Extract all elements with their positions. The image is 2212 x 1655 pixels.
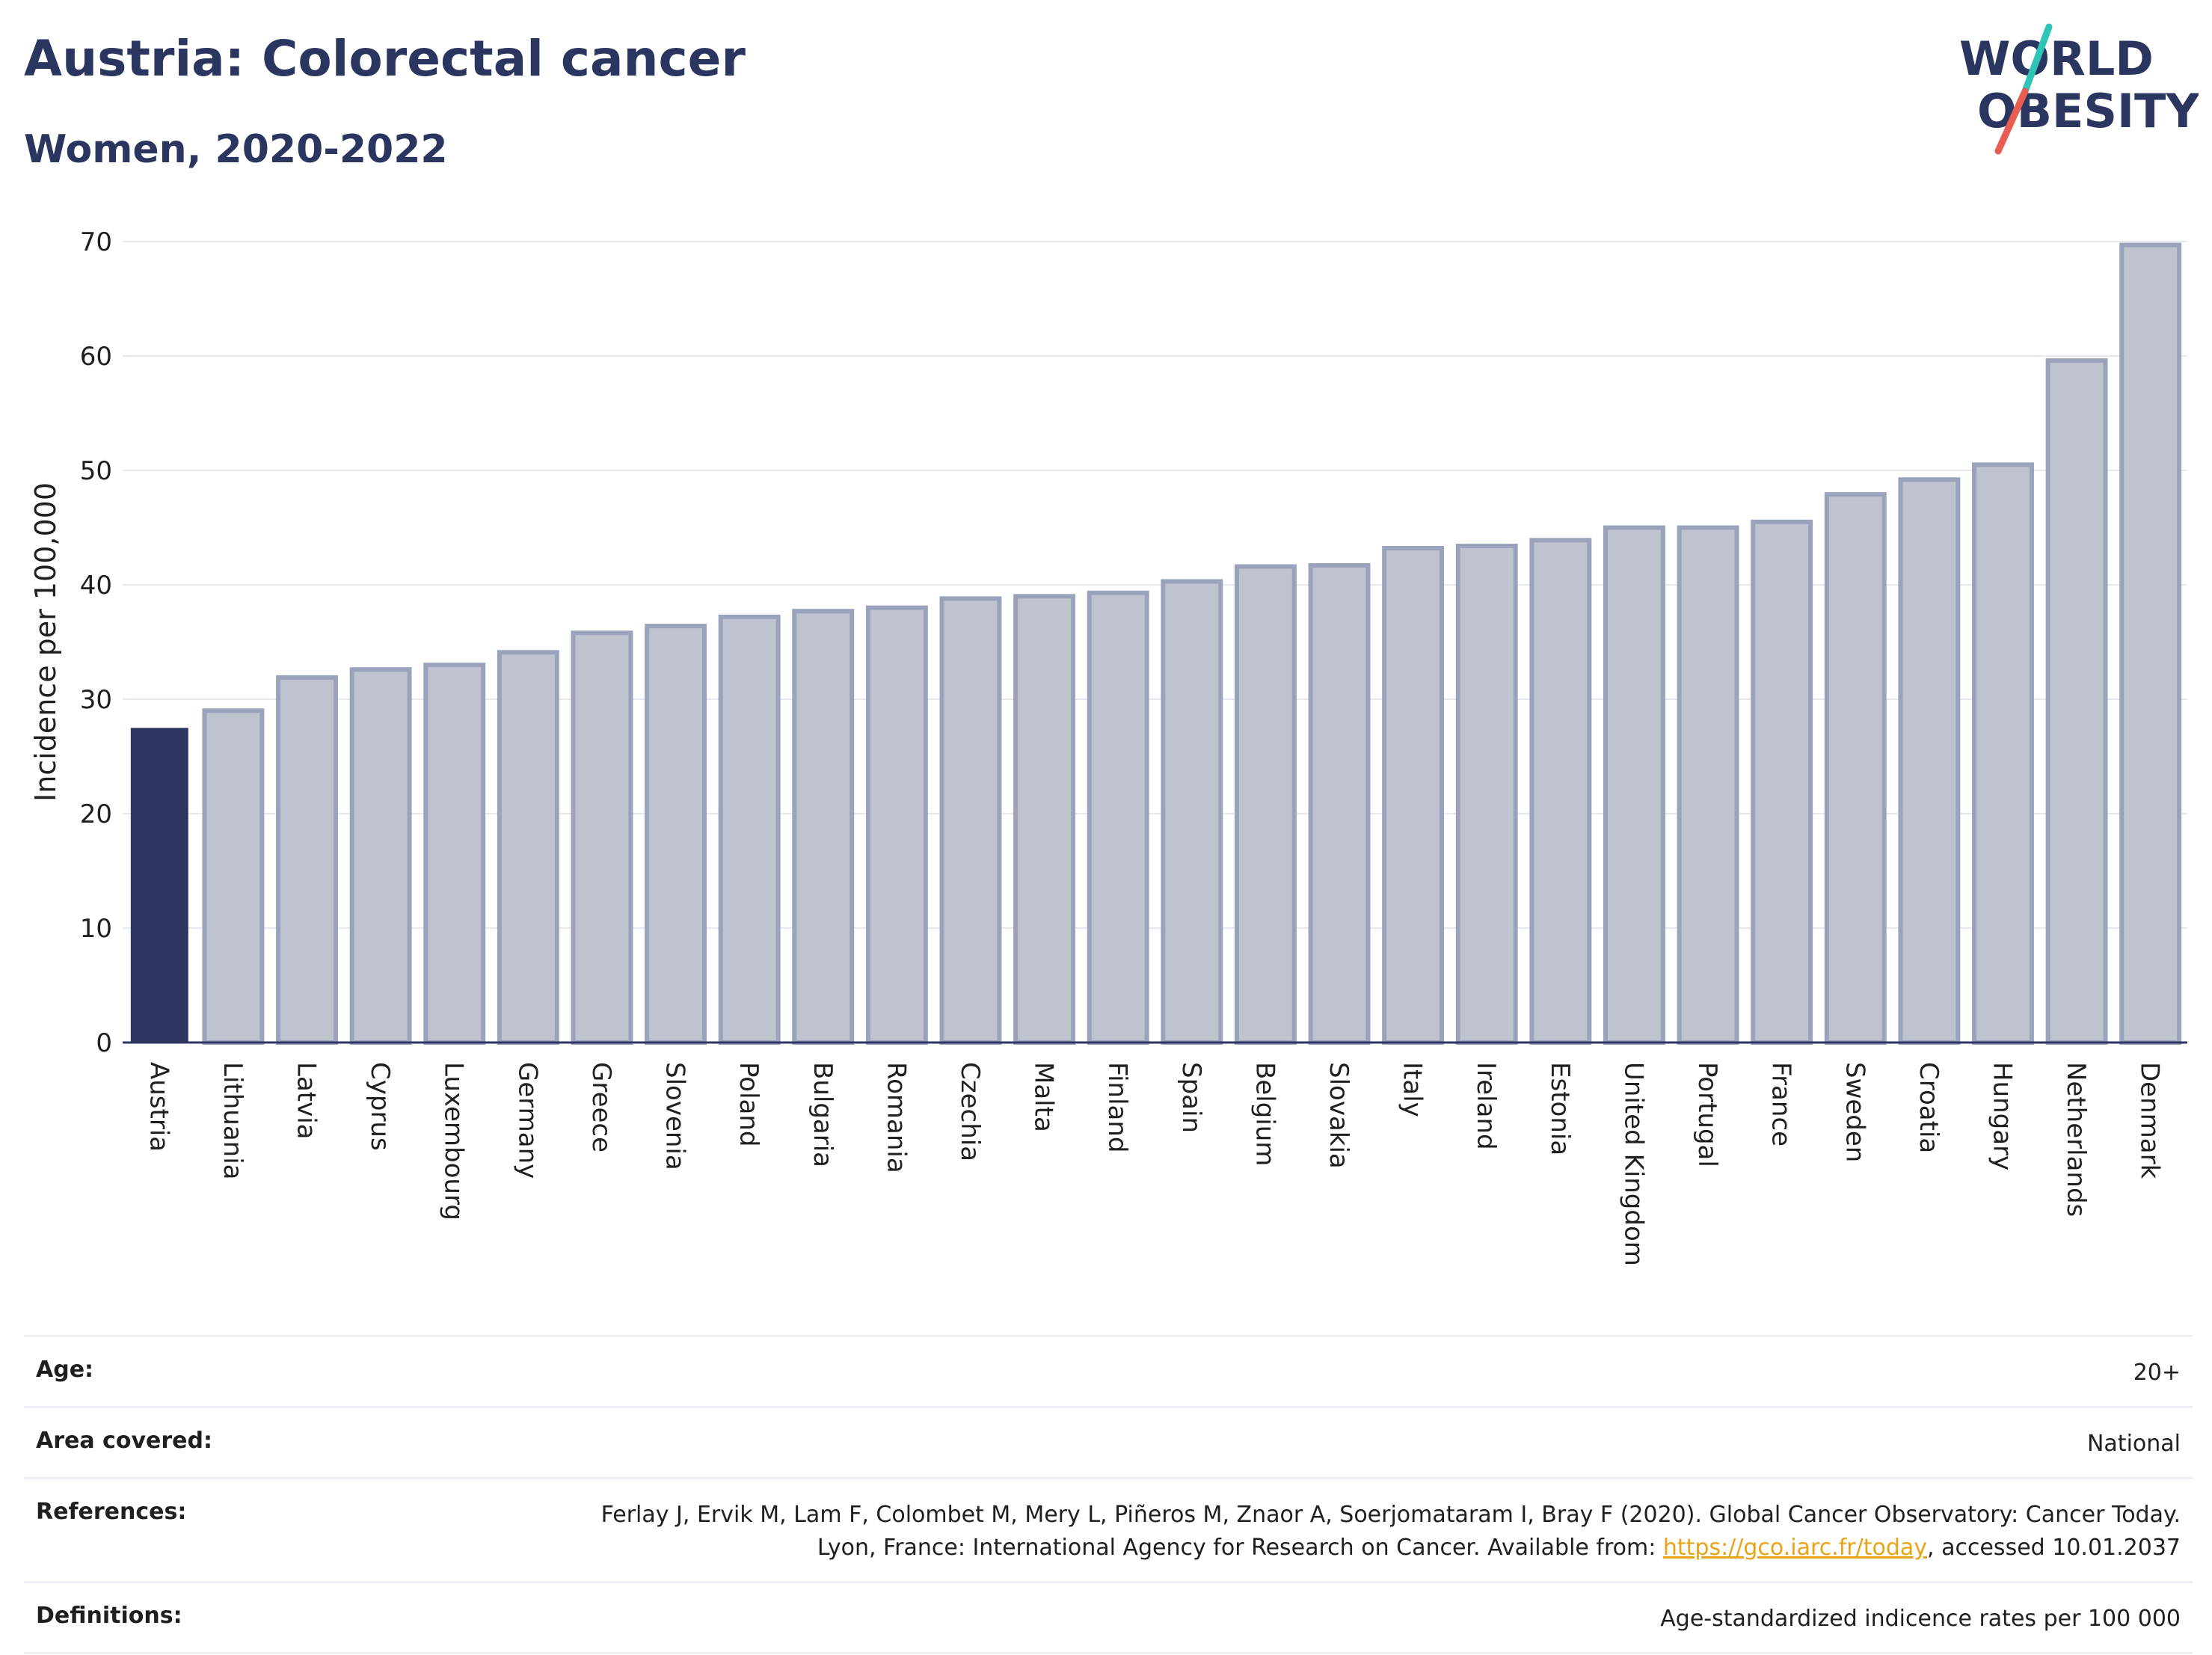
bar: [276, 675, 338, 1045]
bar: [1898, 477, 1961, 1045]
bar: [130, 728, 188, 1043]
bar: [1382, 546, 1445, 1045]
x-tick-label: Poland: [734, 1062, 764, 1147]
info-label-definitions: Definitions:: [36, 1603, 182, 1629]
x-tick-label: Czechia: [955, 1062, 985, 1161]
x-tick-label: Belgium: [1250, 1062, 1279, 1166]
x-tick-label: Slovakia: [1324, 1062, 1354, 1169]
x-tick-label: Bulgaria: [808, 1062, 838, 1167]
info-label-area: Area covered:: [36, 1428, 212, 1454]
y-tick-label: 10: [80, 914, 112, 944]
bar: [1677, 525, 1739, 1045]
bar: [202, 708, 265, 1045]
x-tick-label: Ireland: [1471, 1062, 1501, 1150]
bar: [1603, 525, 1665, 1045]
x-tick-label: Austria: [144, 1062, 173, 1152]
x-tick-label: Croatia: [1914, 1062, 1944, 1153]
info-value-definitions: Age-standardized indicence rates per 100…: [1660, 1606, 2181, 1632]
y-tick-label: 40: [80, 571, 112, 601]
x-tick-label: Romania: [881, 1062, 911, 1173]
references-text: Ferlay J, Ervik M, Lam F, Colombet M, Me…: [600, 1502, 2181, 1561]
bar: [1013, 594, 1076, 1045]
info-table: Age: 20+ Area covered: National Referenc…: [24, 1335, 2193, 1654]
info-value-age: 20+: [2133, 1360, 2181, 1386]
x-tick-label: Sweden: [1840, 1062, 1870, 1162]
logo-slash-teal: [2021, 23, 2053, 95]
x-tick-label: Italy: [1398, 1062, 1428, 1117]
info-label-age: Age:: [36, 1357, 94, 1383]
info-value-references: Ferlay J, Ervik M, Lam F, Colombet M, Me…: [535, 1499, 2181, 1565]
bar: [1234, 564, 1297, 1045]
bar: [1751, 519, 1813, 1045]
info-row-area: Area covered: National: [24, 1406, 2193, 1477]
y-tick-label: 0: [96, 1028, 112, 1058]
x-tick-label: Lithuania: [218, 1062, 248, 1179]
bar: [1824, 492, 1887, 1045]
y-tick-label: 30: [80, 685, 112, 715]
info-row-references: References: Ferlay J, Ervik M, Lam F, Co…: [24, 1477, 2193, 1581]
x-tick-label: France: [1766, 1062, 1796, 1146]
bar: [718, 614, 781, 1045]
y-tick-label: 20: [80, 799, 112, 829]
x-tick-label: Greece: [586, 1062, 616, 1152]
bar: [2045, 358, 2108, 1045]
bar: [1529, 538, 1592, 1045]
world-obesity-logo: WORLD OBESITY: [1959, 23, 2199, 155]
bar: [792, 609, 855, 1045]
info-row-definitions: Definitions: Age-standardized indicence …: [24, 1581, 2193, 1654]
chart-title: Austria: Colorectal cancer: [24, 30, 746, 87]
bar: [423, 663, 486, 1045]
y-axis-label: Incidence per 100,000: [29, 482, 62, 802]
x-tick-label: Portugal: [1692, 1062, 1722, 1167]
x-tick-label: Germany: [512, 1062, 542, 1179]
bar: [1087, 590, 1149, 1045]
references-accessed: , accessed 10.01.2037: [1927, 1535, 2181, 1561]
bar: [939, 596, 1002, 1045]
x-tick-label: Estonia: [1545, 1062, 1575, 1155]
y-tick-label: 60: [80, 342, 112, 372]
x-tick-label: Hungary: [1987, 1062, 2017, 1170]
logo-line1: WORLD: [1959, 31, 2154, 86]
info-label-references: References:: [36, 1499, 187, 1525]
bar: [1972, 462, 2034, 1045]
bar: [497, 650, 559, 1045]
references-link[interactable]: https://gco.iarc.fr/today: [1662, 1535, 1928, 1561]
info-row-age: Age: 20+: [24, 1335, 2193, 1406]
bar: [1308, 562, 1371, 1045]
x-tick-label: Cyprus: [365, 1062, 395, 1151]
bar: [1455, 543, 1518, 1045]
x-tick-label: Latvia: [292, 1062, 322, 1140]
x-tick-label: Netherlands: [2061, 1062, 2091, 1217]
bar: [865, 605, 928, 1045]
x-tick-label: United Kingdom: [1618, 1062, 1648, 1266]
x-tick-label: Denmark: [2135, 1062, 2165, 1179]
y-tick-label: 70: [80, 227, 112, 257]
x-tick-label: Spain: [1176, 1062, 1206, 1133]
bar: [2119, 242, 2182, 1045]
x-tick-label: Slovenia: [660, 1062, 690, 1170]
x-tick-label: Luxembourg: [439, 1062, 469, 1220]
logo-slash-red: [1994, 87, 2029, 155]
bar: [645, 624, 707, 1045]
chart-subtitle: Women, 2020-2022: [24, 127, 448, 172]
bar: [1161, 579, 1223, 1045]
bar: [349, 667, 412, 1045]
y-tick-label: 50: [80, 456, 112, 486]
x-tick-label: Malta: [1029, 1062, 1059, 1132]
info-value-area: National: [2086, 1431, 2181, 1457]
bar: [571, 630, 633, 1045]
bar-chart: 0 10 20 30 40 50 60 70 Incidence per 100,000 Aust…: [29, 227, 2187, 1266]
x-tick-label: Finland: [1102, 1062, 1132, 1153]
